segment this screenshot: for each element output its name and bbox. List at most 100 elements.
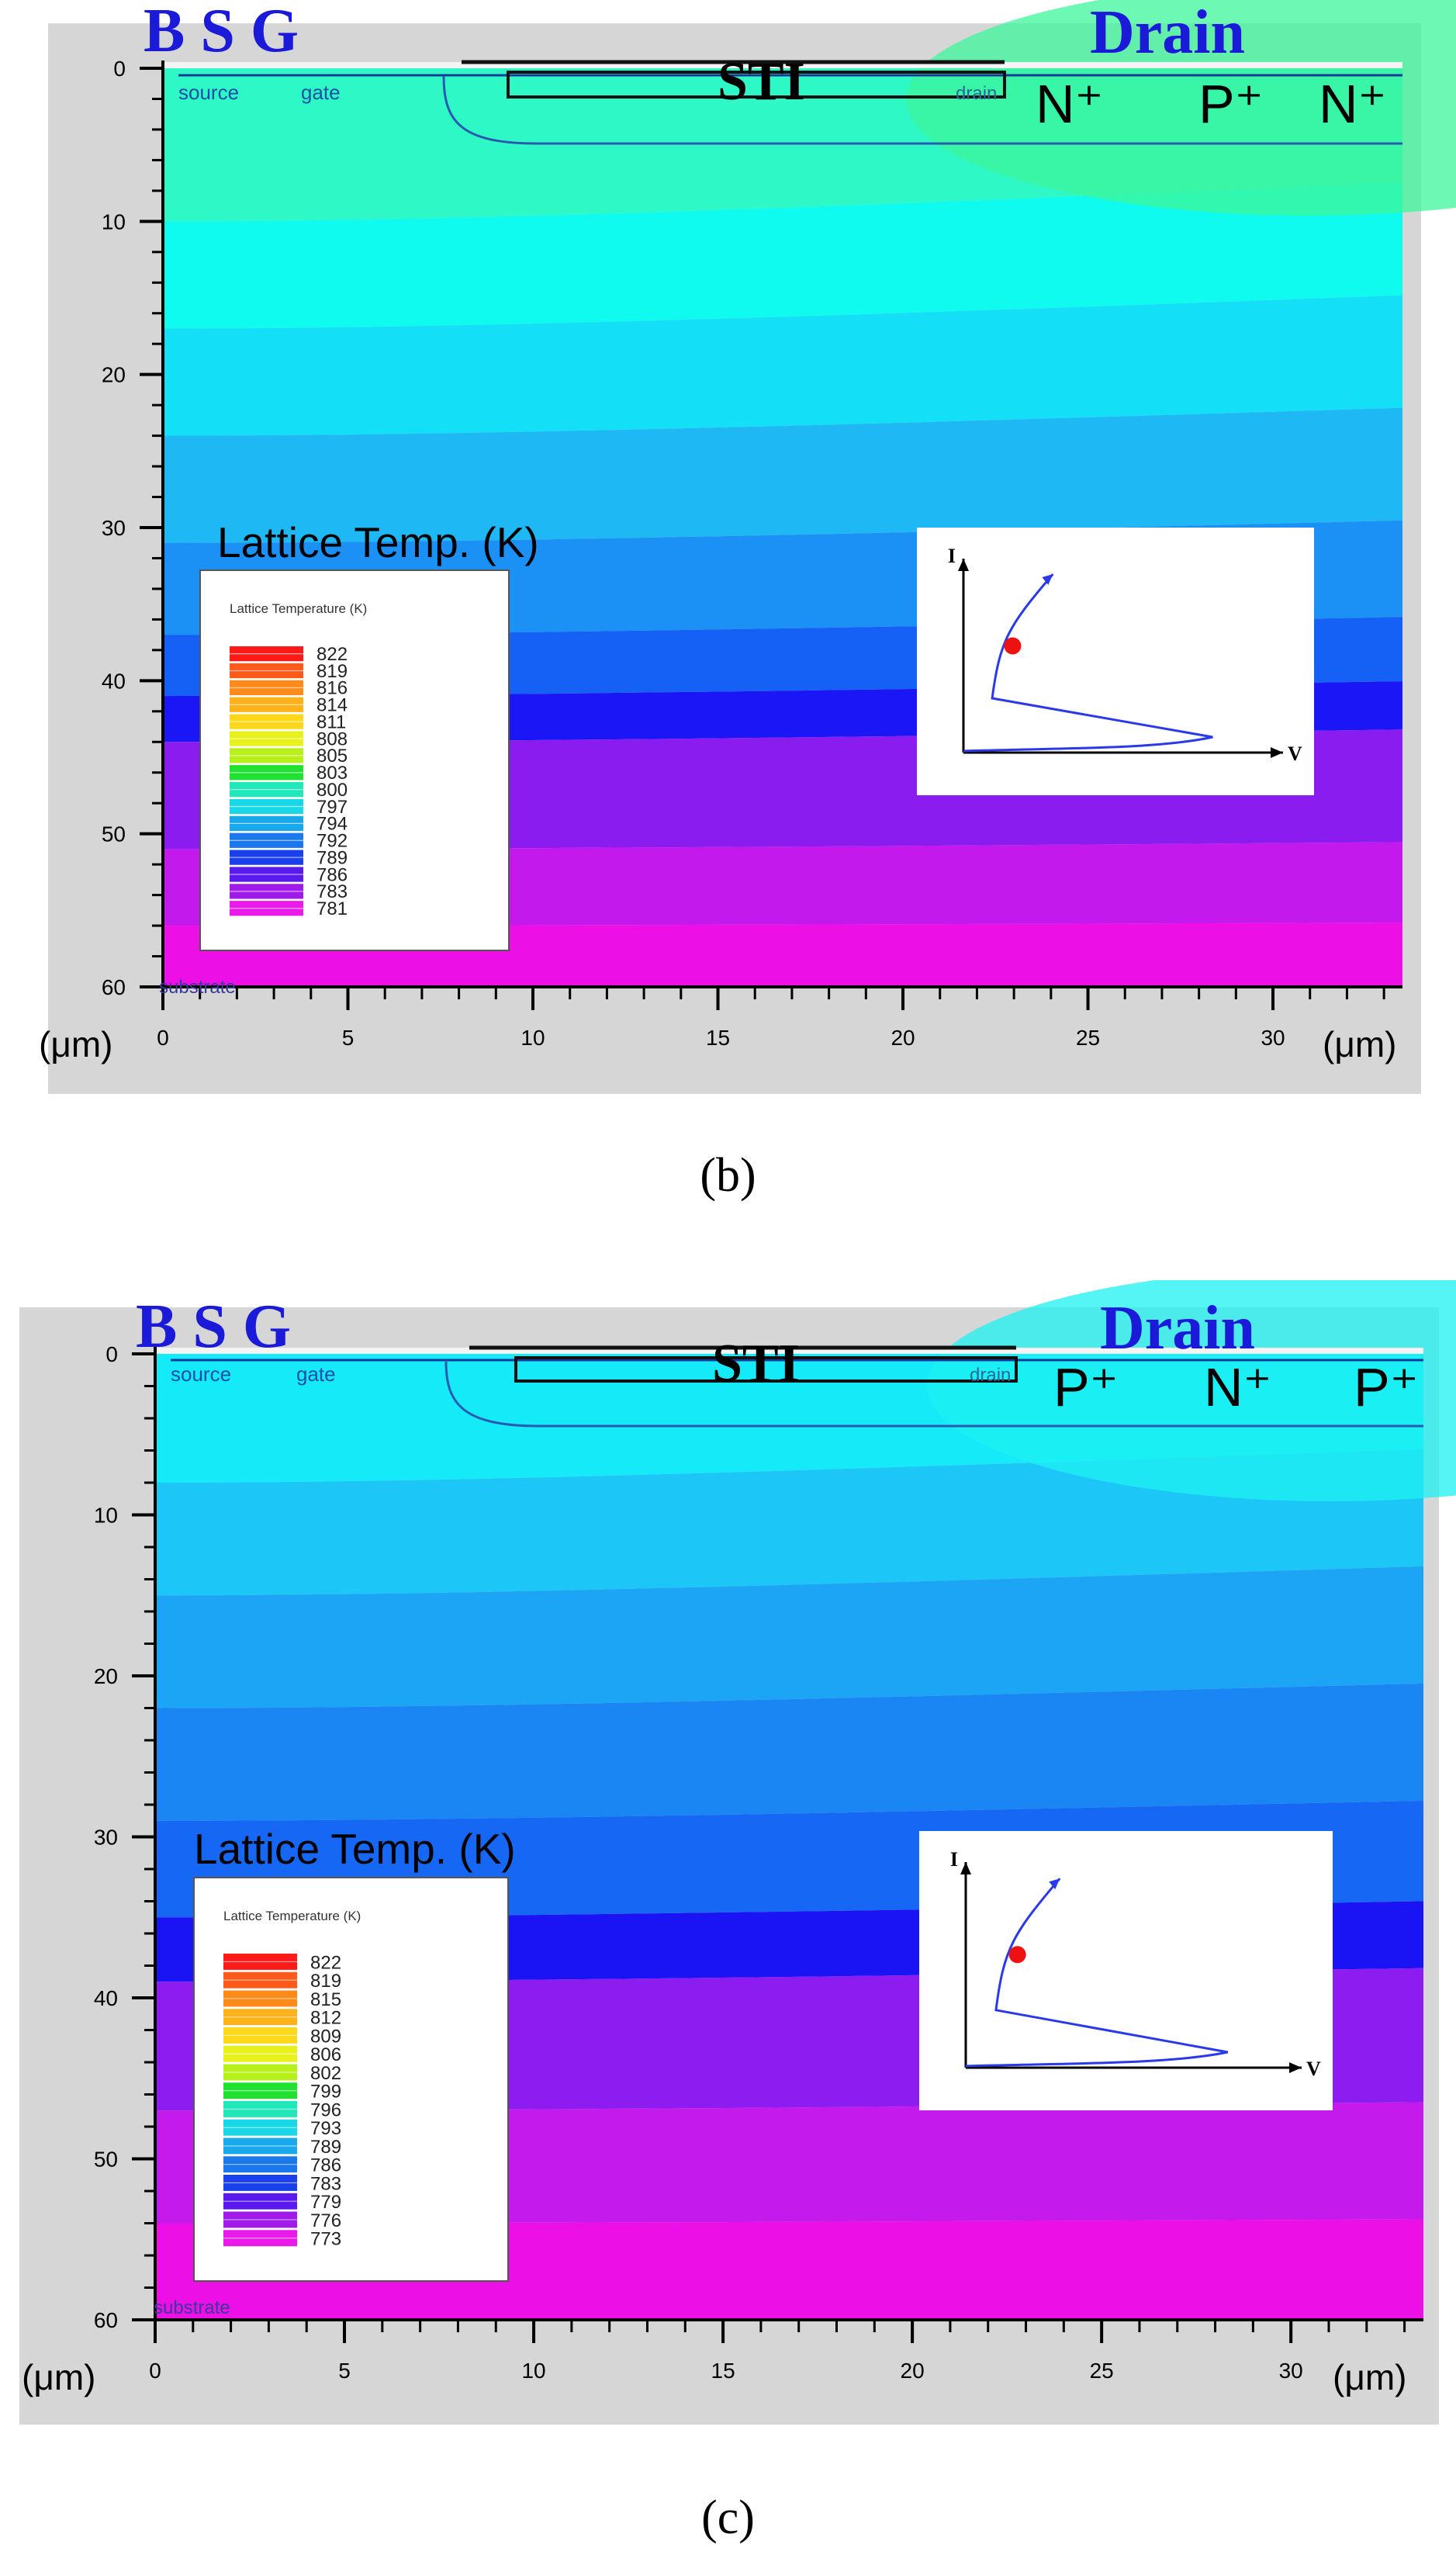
drain-label: Drain bbox=[1090, 0, 1245, 67]
axes: 0 10 20 30 40 50 60 0 5 10 15 20 25 30 bbox=[102, 57, 1402, 1050]
iv-operating-point bbox=[1008, 1946, 1026, 1964]
inset-i-label: I bbox=[948, 545, 956, 567]
panel-c-caption: (c) bbox=[701, 2491, 755, 2544]
y-tick-label: 60 bbox=[102, 975, 126, 999]
drain-small-label: drain bbox=[956, 83, 997, 104]
x-tick-label: 20 bbox=[891, 1026, 915, 1050]
legend-value: 816 bbox=[316, 678, 348, 699]
y-tick-label: 10 bbox=[94, 1504, 118, 1528]
y-tick-label: 0 bbox=[105, 1342, 118, 1366]
hot-spot bbox=[927, 1280, 1456, 1501]
legend-value: 822 bbox=[310, 1952, 341, 1973]
legend-value: 814 bbox=[316, 695, 348, 716]
legend-value: 793 bbox=[310, 2118, 341, 2139]
drain-small-label: drain bbox=[970, 1365, 1011, 1386]
x-tick-label: 30 bbox=[1279, 2359, 1303, 2383]
iv-curve bbox=[965, 1878, 1229, 2068]
legend-value: 815 bbox=[310, 1989, 341, 2010]
substrate-label: substrate bbox=[154, 2297, 230, 2318]
x-tick-label: 0 bbox=[149, 2359, 161, 2383]
legend-value: 796 bbox=[310, 2099, 341, 2120]
legend-value: 822 bbox=[316, 644, 348, 665]
inset-box bbox=[919, 1831, 1333, 2110]
legend-value: 809 bbox=[310, 2026, 341, 2047]
iv-curve-arrow bbox=[1042, 574, 1053, 585]
y-tick-label: 20 bbox=[94, 1664, 118, 1688]
x-tick-label: 25 bbox=[1090, 2359, 1114, 2383]
legend-value: 819 bbox=[310, 1971, 341, 1992]
legend-value: 792 bbox=[316, 831, 348, 852]
x-tick-label: 0 bbox=[157, 1026, 169, 1050]
legend-value: 805 bbox=[316, 746, 348, 767]
sti-box bbox=[507, 71, 1006, 99]
hot-spot bbox=[906, 0, 1456, 216]
diffusion-1: P⁺ bbox=[1053, 1357, 1119, 1418]
x-tick-label: 5 bbox=[338, 2359, 351, 2383]
x-tick-label: 20 bbox=[901, 2359, 925, 2383]
contour-band bbox=[163, 182, 1402, 329]
iv-inset: IV bbox=[919, 1831, 1333, 2110]
contour-band bbox=[155, 1683, 1423, 1821]
contour-band bbox=[155, 1449, 1423, 1596]
x-tick-label: 30 bbox=[1261, 1026, 1285, 1050]
legend-heading: Lattice Temp. (K) bbox=[217, 518, 539, 566]
legend-heading: Lattice Temp. (K) bbox=[194, 1825, 516, 1873]
x-tick-label: 5 bbox=[342, 1026, 354, 1050]
x-tick-label: 10 bbox=[521, 2359, 545, 2383]
device-overlay bbox=[171, 1345, 1423, 1428]
axes: 0 10 20 30 40 50 60 0 5 10 15 20 25 30 bbox=[94, 1342, 1423, 2383]
panel-b-figure: 0 10 20 30 40 50 60 0 5 10 15 20 25 30 Lattice Temper… bbox=[39, 0, 1456, 1094]
inset-i-arrow bbox=[958, 559, 969, 571]
source-label: source bbox=[171, 1362, 231, 1386]
diffusion-3: N⁺ bbox=[1319, 74, 1387, 134]
terminals-left-label: B S G bbox=[144, 0, 299, 65]
legend-value: 811 bbox=[316, 711, 346, 732]
y-tick-label: 30 bbox=[94, 1826, 118, 1850]
gate-label: gate bbox=[301, 81, 341, 104]
legend-value: 799 bbox=[310, 2082, 341, 2103]
legend-value: 789 bbox=[310, 2137, 341, 2158]
inset-box bbox=[917, 528, 1314, 795]
panel-c-figure: 0 10 20 30 40 50 60 0 5 10 15 20 25 30 Lattice Temper… bbox=[19, 1280, 1456, 2425]
y-tick-label: 0 bbox=[113, 57, 126, 81]
x-tick-label: 15 bbox=[711, 2359, 735, 2383]
y-tick-label: 50 bbox=[94, 2148, 118, 2172]
legend-value: 802 bbox=[310, 2063, 341, 2084]
x-tick-label: 15 bbox=[706, 1026, 730, 1050]
sti-label: STI bbox=[718, 52, 805, 112]
inset-v-arrow bbox=[1289, 2062, 1302, 2073]
legend-value: 794 bbox=[316, 814, 348, 835]
contour-band bbox=[155, 1566, 1423, 1708]
legend-value: 781 bbox=[316, 898, 348, 919]
diffusion-3: P⁺ bbox=[1354, 1357, 1419, 1418]
iv-curve bbox=[963, 573, 1213, 753]
x-tick-label: 10 bbox=[520, 1026, 545, 1050]
surface-strip bbox=[163, 62, 1402, 68]
inset-v-arrow bbox=[1271, 747, 1283, 758]
iv-operating-point bbox=[1004, 637, 1022, 655]
y-tick-label: 50 bbox=[102, 822, 126, 846]
legend-value: 797 bbox=[316, 797, 348, 818]
legend-value: 806 bbox=[310, 2044, 341, 2065]
substrate-label: substrate bbox=[159, 977, 236, 998]
legend-value: 779 bbox=[310, 2192, 341, 2213]
inset-i-arrow bbox=[960, 1862, 971, 1874]
contour-band bbox=[163, 407, 1402, 543]
legend-title: Lattice Temperature (K) bbox=[223, 1909, 361, 1923]
diffusion-1: N⁺ bbox=[1036, 74, 1104, 134]
unit-left-label: (μm) bbox=[22, 2357, 95, 2397]
y-tick-label: 40 bbox=[102, 669, 126, 693]
y-tick-label: 60 bbox=[94, 2308, 118, 2332]
panel-b-caption: (b) bbox=[700, 1149, 756, 1202]
legend-title: Lattice Temperature (K) bbox=[230, 601, 367, 616]
diffusion-2: N⁺ bbox=[1204, 1357, 1272, 1418]
legend-value: 776 bbox=[310, 2210, 341, 2231]
iv-curve-arrow bbox=[1049, 1878, 1060, 1890]
legend-value: 786 bbox=[310, 2155, 341, 2176]
legend-value: 812 bbox=[310, 2008, 341, 2029]
unit-left-label: (μm) bbox=[39, 1024, 112, 1064]
diffusion-2: P⁺ bbox=[1198, 74, 1264, 134]
legend-value: 773 bbox=[310, 2229, 341, 2250]
source-label: source bbox=[178, 81, 239, 104]
temperature-legend: Lattice Temperature (K)82281981581280980… bbox=[193, 1877, 509, 2282]
